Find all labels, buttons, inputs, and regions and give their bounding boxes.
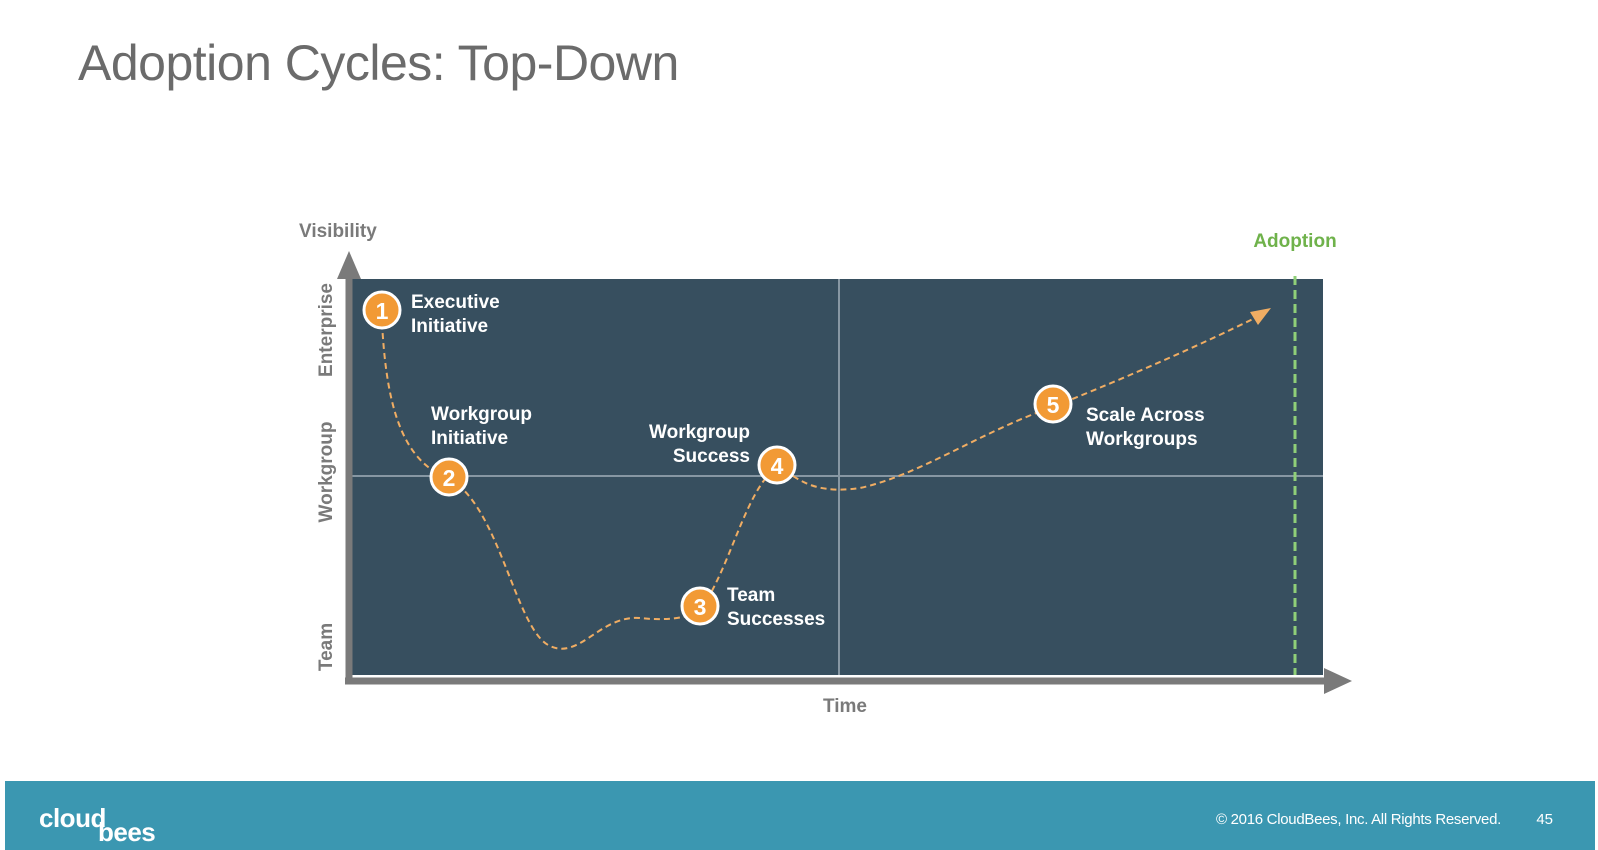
step-5-number: 5 bbox=[1047, 392, 1060, 418]
slide-title: Adoption Cycles: Top-Down bbox=[78, 35, 679, 91]
step-1-number: 1 bbox=[376, 298, 389, 324]
y-level-workgroup: Workgroup bbox=[316, 422, 337, 523]
adoption-label: Adoption bbox=[1253, 231, 1336, 252]
copyright-text: © 2016 CloudBees, Inc. All Rights Reserv… bbox=[1216, 811, 1501, 828]
step-4-label-line1: Workgroup bbox=[649, 422, 750, 443]
y-level-enterprise: Enterprise bbox=[316, 283, 337, 377]
step-3-label-line1: Team bbox=[727, 585, 775, 606]
step-4-number: 4 bbox=[771, 453, 784, 479]
step-2-label-line1: Workgroup bbox=[431, 404, 532, 425]
step-2-number: 2 bbox=[443, 465, 456, 491]
step-1-label-line1: Executive bbox=[411, 292, 500, 313]
curve-arrowhead bbox=[1250, 308, 1271, 325]
step-5-label-line1: Scale Across bbox=[1086, 405, 1205, 426]
adoption-cycle-diagram: 1 2 3 4 5 Executive Initiative Workgroup… bbox=[299, 221, 1352, 717]
x-axis-title: Time bbox=[823, 696, 867, 717]
step-4-label-line2: Success bbox=[673, 446, 750, 467]
step-3-label-line2: Successes bbox=[727, 609, 825, 630]
step-marker-5: 5 bbox=[1033, 384, 1073, 424]
step-marker-3: 3 bbox=[680, 586, 720, 626]
x-axis-arrowhead bbox=[1324, 668, 1352, 694]
y-axis-arrowhead bbox=[337, 251, 361, 279]
step-2-label-line2: Initiative bbox=[431, 428, 508, 449]
step-5-label-line2: Workgroups bbox=[1086, 429, 1198, 450]
y-level-team: Team bbox=[316, 623, 337, 671]
page-number: 45 bbox=[1536, 811, 1553, 828]
logo-bees: bees bbox=[98, 817, 156, 847]
step-marker-1: 1 bbox=[362, 290, 402, 330]
step-1-label-line2: Initiative bbox=[411, 316, 488, 337]
y-axis-title: Visibility bbox=[299, 221, 377, 242]
footer-bar: cloud bees © 2016 CloudBees, Inc. All Ri… bbox=[5, 781, 1595, 850]
logo-cloud: cloud bbox=[39, 803, 106, 833]
step-3-number: 3 bbox=[694, 594, 707, 620]
step-marker-2: 2 bbox=[429, 457, 469, 497]
step-marker-4: 4 bbox=[757, 445, 797, 485]
